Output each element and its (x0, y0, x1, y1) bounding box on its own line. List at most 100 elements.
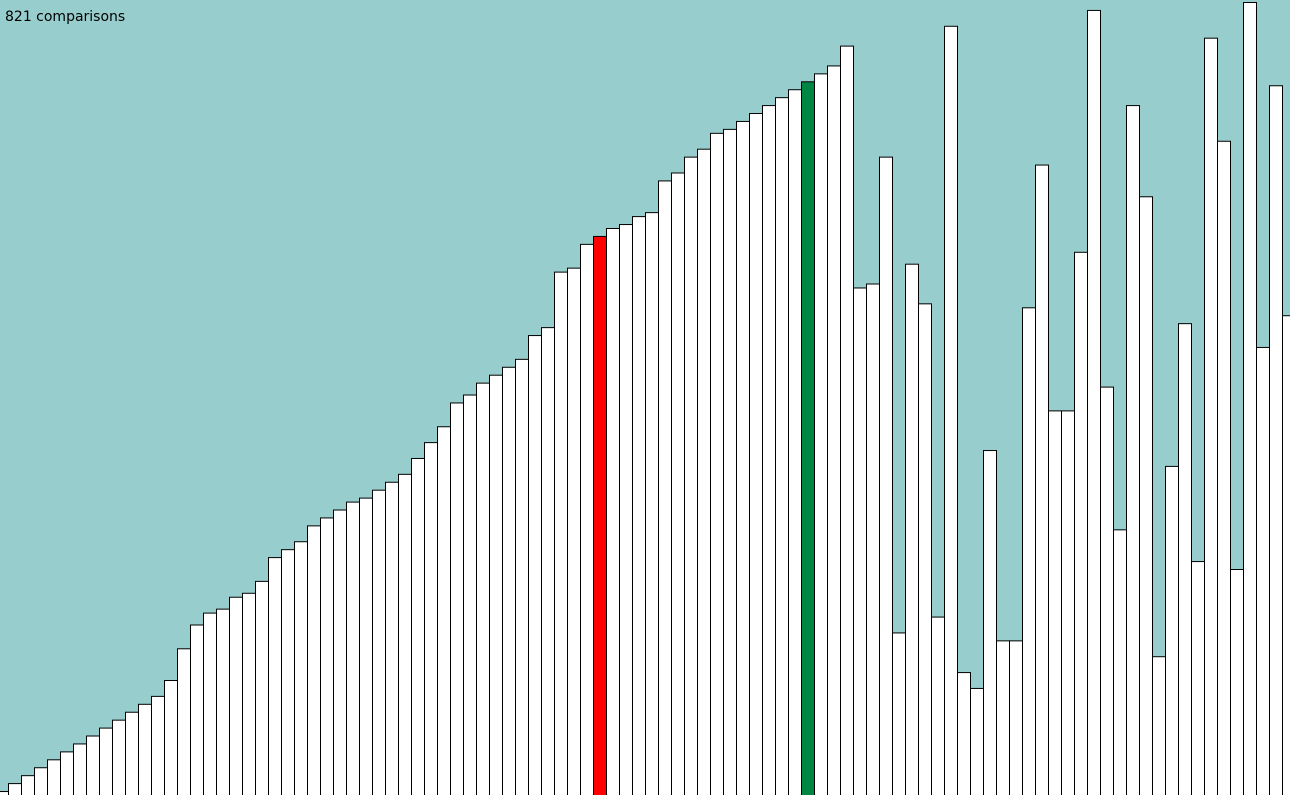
bar (632, 216, 646, 795)
bar (255, 580, 269, 795)
bar (333, 509, 347, 795)
bar (203, 612, 217, 795)
bar (541, 327, 555, 795)
bar (190, 624, 204, 795)
bar (320, 517, 334, 795)
bar (567, 267, 581, 795)
bar (619, 224, 633, 795)
bar (1269, 85, 1283, 795)
bar (1243, 2, 1257, 795)
bar (814, 73, 828, 795)
bar (125, 711, 139, 795)
bar (671, 172, 685, 795)
bar (229, 596, 243, 795)
bar (294, 541, 308, 795)
bar (1217, 140, 1231, 795)
bar (723, 128, 737, 795)
bar (346, 501, 360, 795)
bar (489, 374, 503, 795)
bar (502, 366, 516, 795)
bar (853, 287, 867, 795)
bar (775, 97, 789, 795)
bar (1230, 568, 1244, 795)
bar (1152, 656, 1166, 795)
bar (645, 212, 659, 795)
bar (359, 497, 373, 795)
bar (437, 426, 451, 795)
bar (840, 45, 854, 795)
bar (554, 271, 568, 795)
bar (34, 767, 48, 795)
bar (307, 525, 321, 795)
bar (697, 148, 711, 795)
bar (606, 228, 620, 795)
bar (1165, 465, 1179, 795)
bar (905, 263, 919, 795)
bar (0, 791, 9, 795)
bar (684, 156, 698, 795)
bar (47, 759, 61, 795)
bar (1100, 386, 1114, 795)
bar (411, 457, 425, 795)
bar (1191, 561, 1205, 795)
bar (99, 727, 113, 795)
bar (970, 687, 984, 795)
bar (1256, 346, 1270, 795)
bar (86, 735, 100, 795)
bar (1113, 529, 1127, 795)
bar (1022, 307, 1036, 795)
bar (138, 703, 152, 795)
bar (1139, 196, 1153, 795)
bar (424, 442, 438, 795)
bar (21, 775, 35, 795)
comparison-counter: 821 comparisons (5, 9, 126, 25)
bar (73, 743, 87, 795)
bar (918, 303, 932, 795)
bar (996, 640, 1010, 795)
bar (736, 120, 750, 795)
bar (151, 695, 165, 795)
bar (931, 616, 945, 795)
bar (164, 680, 178, 795)
bar (1035, 164, 1049, 795)
bar (658, 180, 672, 795)
bar (1087, 9, 1101, 795)
bar (1048, 410, 1062, 795)
bar (515, 358, 529, 795)
bar (762, 105, 776, 795)
bar (866, 283, 880, 795)
bar (892, 632, 906, 795)
bar (1126, 105, 1140, 795)
bar (983, 450, 997, 795)
bar (242, 592, 256, 795)
bar (1178, 323, 1192, 795)
bar (281, 549, 295, 795)
bar (1009, 640, 1023, 795)
bar (450, 402, 464, 795)
bar (710, 132, 724, 795)
bar (177, 648, 191, 795)
bar-compare (593, 235, 607, 795)
bar (1061, 410, 1075, 795)
bar (385, 481, 399, 795)
bar (463, 394, 477, 795)
bar (216, 608, 230, 795)
bar (398, 473, 412, 795)
bar (749, 113, 763, 795)
bar (60, 751, 74, 795)
bar (1204, 37, 1218, 795)
bar (827, 65, 841, 795)
bar (1074, 251, 1088, 795)
bar (528, 335, 542, 795)
bar (957, 672, 971, 795)
bar (944, 25, 958, 795)
bar (580, 243, 594, 795)
bar (788, 89, 802, 795)
bar (879, 156, 893, 795)
bar (372, 489, 386, 795)
bar (476, 382, 490, 795)
bar (112, 719, 126, 795)
bar-pivot (801, 81, 815, 795)
